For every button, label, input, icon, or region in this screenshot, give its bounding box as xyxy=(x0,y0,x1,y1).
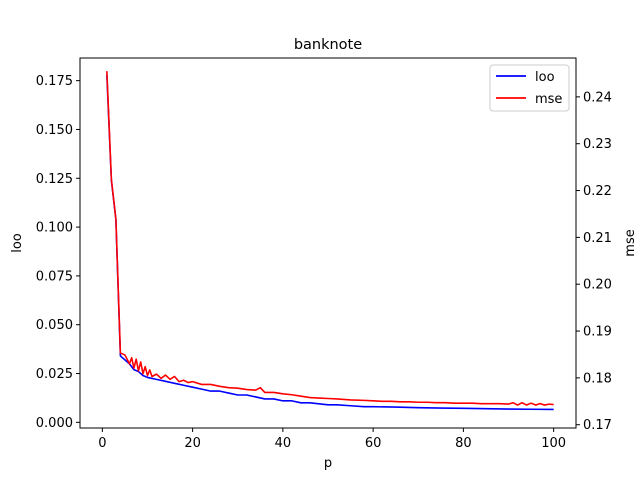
plot-area xyxy=(106,71,554,411)
y-right-tick-label: 0.18 xyxy=(583,371,612,386)
legend: loo mse xyxy=(489,64,570,112)
legend-label-mse: mse xyxy=(535,92,562,107)
y-left-tick-label: 0.050 xyxy=(36,318,73,333)
y-right-tick-label: 0.21 xyxy=(583,231,612,246)
y-axis-left-label: loo xyxy=(10,233,25,253)
series-line-mse xyxy=(106,71,554,406)
x-axis-label: p xyxy=(324,456,332,471)
chart-title: banknote xyxy=(294,37,362,53)
y-left-tick-label: 0.100 xyxy=(36,221,73,236)
x-axis: 0 20 40 60 80 100 xyxy=(98,428,566,451)
y-left-tick-label: 0.025 xyxy=(36,367,73,382)
legend-label-loo: loo xyxy=(535,70,555,85)
x-tick-label: 0 xyxy=(98,436,106,451)
y-left-tick-label: 0.075 xyxy=(36,269,73,284)
series-layer xyxy=(106,71,554,411)
y-right-tick-label: 0.17 xyxy=(583,418,612,433)
y-right-tick-label: 0.20 xyxy=(583,278,612,293)
y-right-tick-label: 0.19 xyxy=(583,325,612,340)
plot-frame xyxy=(79,57,577,429)
x-tick-label: 100 xyxy=(541,436,566,451)
y-left-tick-label: 0.175 xyxy=(36,74,73,89)
x-tick-label: 20 xyxy=(184,436,201,451)
y-left-tick-label: 0.125 xyxy=(36,172,73,187)
y-right-tick-label: 0.22 xyxy=(583,184,612,199)
y-axis-right-label: mse xyxy=(623,229,638,256)
y-axis-left: 0.000 0.025 0.050 0.075 0.100 0.125 0.150 0.175 xyxy=(36,74,80,431)
y-right-tick-label: 0.24 xyxy=(583,90,612,105)
y-left-tick-label: 0.150 xyxy=(36,123,73,138)
x-tick-label: 60 xyxy=(365,436,382,451)
series-line-loo xyxy=(106,74,554,411)
y-right-tick-label: 0.23 xyxy=(583,137,612,152)
y-axis-right: 0.17 0.18 0.19 0.20 0.21 0.22 0.23 0.24 xyxy=(576,90,612,433)
y-left-tick-label: 0.000 xyxy=(36,416,73,431)
x-tick-label: 80 xyxy=(455,436,472,451)
x-tick-label: 40 xyxy=(275,436,292,451)
